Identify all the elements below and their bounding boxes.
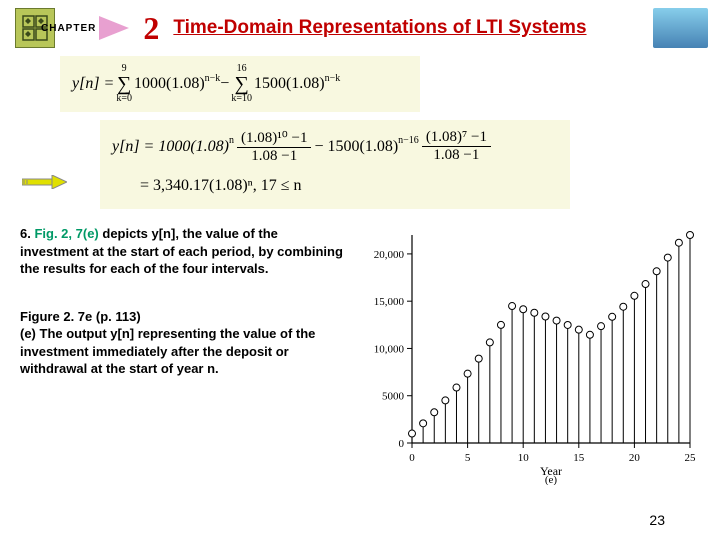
svg-text:0: 0 <box>399 438 405 450</box>
svg-text:25: 25 <box>685 452 697 464</box>
eq1-term1: 1000(1.08) <box>134 75 205 93</box>
fraction: (1.08)⁷ −1 1.08 −1 <box>422 129 491 164</box>
chapter-label: CHAPTER <box>41 23 96 34</box>
chapter-number: 2 <box>143 10 159 47</box>
eq2-part2: − 1500(1.08) <box>314 138 398 156</box>
svg-text:10: 10 <box>518 452 530 464</box>
figure-caption: (e) The output y[n] representing the val… <box>20 326 315 376</box>
slide-title: Time-Domain Representations of LTI Syste… <box>173 17 586 39</box>
text-column: 6. Fig. 2, 7(e) depicts y[n], the value … <box>20 225 350 490</box>
svg-text:(e): (e) <box>545 474 558 485</box>
eq1-lhs: y[n] = <box>72 75 114 93</box>
item-6-paragraph: 6. Fig. 2, 7(e) depicts y[n], the value … <box>20 225 350 278</box>
pointer-arrow-icon <box>22 175 67 189</box>
slide-header: CHAPTER 2 Time-Domain Representations of… <box>0 0 720 48</box>
header-image <box>653 8 708 48</box>
figure-caption-block: Figure 2. 7e (p. 113) (e) The output y[n… <box>20 308 350 378</box>
eq2-part1: y[n] = 1000(1.08) <box>112 138 229 156</box>
svg-text:15,000: 15,000 <box>374 296 405 308</box>
svg-text:0: 0 <box>409 452 415 464</box>
svg-text:5000: 5000 <box>382 391 405 403</box>
eq2-line2: = 3,340.17(1.08)ⁿ, 17 ≤ n <box>140 177 302 195</box>
eq1-term2: 1500(1.08) <box>254 75 325 93</box>
stem-chart: 0500010,00015,00020,0000510152025Year(e) <box>360 225 700 490</box>
fraction: (1.08)¹⁰ −1 1.08 −1 <box>237 128 311 165</box>
eq1-minus: − <box>220 75 229 93</box>
svg-text:15: 15 <box>573 452 585 464</box>
svg-text:20: 20 <box>629 452 641 464</box>
svg-text:5: 5 <box>465 452 471 464</box>
svg-text:20,000: 20,000 <box>374 249 405 261</box>
equation-box-2: y[n] = 1000(1.08)n (1.08)¹⁰ −1 1.08 −1 −… <box>100 120 570 209</box>
sigma-icon: 9 ∑ k=0 <box>116 64 132 104</box>
chapter-arrow-icon <box>99 16 129 40</box>
page-number: 23 <box>649 512 665 528</box>
figure-title: Figure 2. 7e (p. 113) <box>20 309 141 324</box>
lower-section: 6. Fig. 2, 7(e) depicts y[n], the value … <box>0 225 720 490</box>
figure-reference: Fig. 2, 7(e) <box>34 226 98 241</box>
equation-box-1: y[n] = 9 ∑ k=0 1000(1.08)n−k − 16 ∑ k=10… <box>60 56 420 112</box>
sigma-icon: 16 ∑ k=10 <box>231 64 252 104</box>
svg-text:10,000: 10,000 <box>374 343 405 355</box>
